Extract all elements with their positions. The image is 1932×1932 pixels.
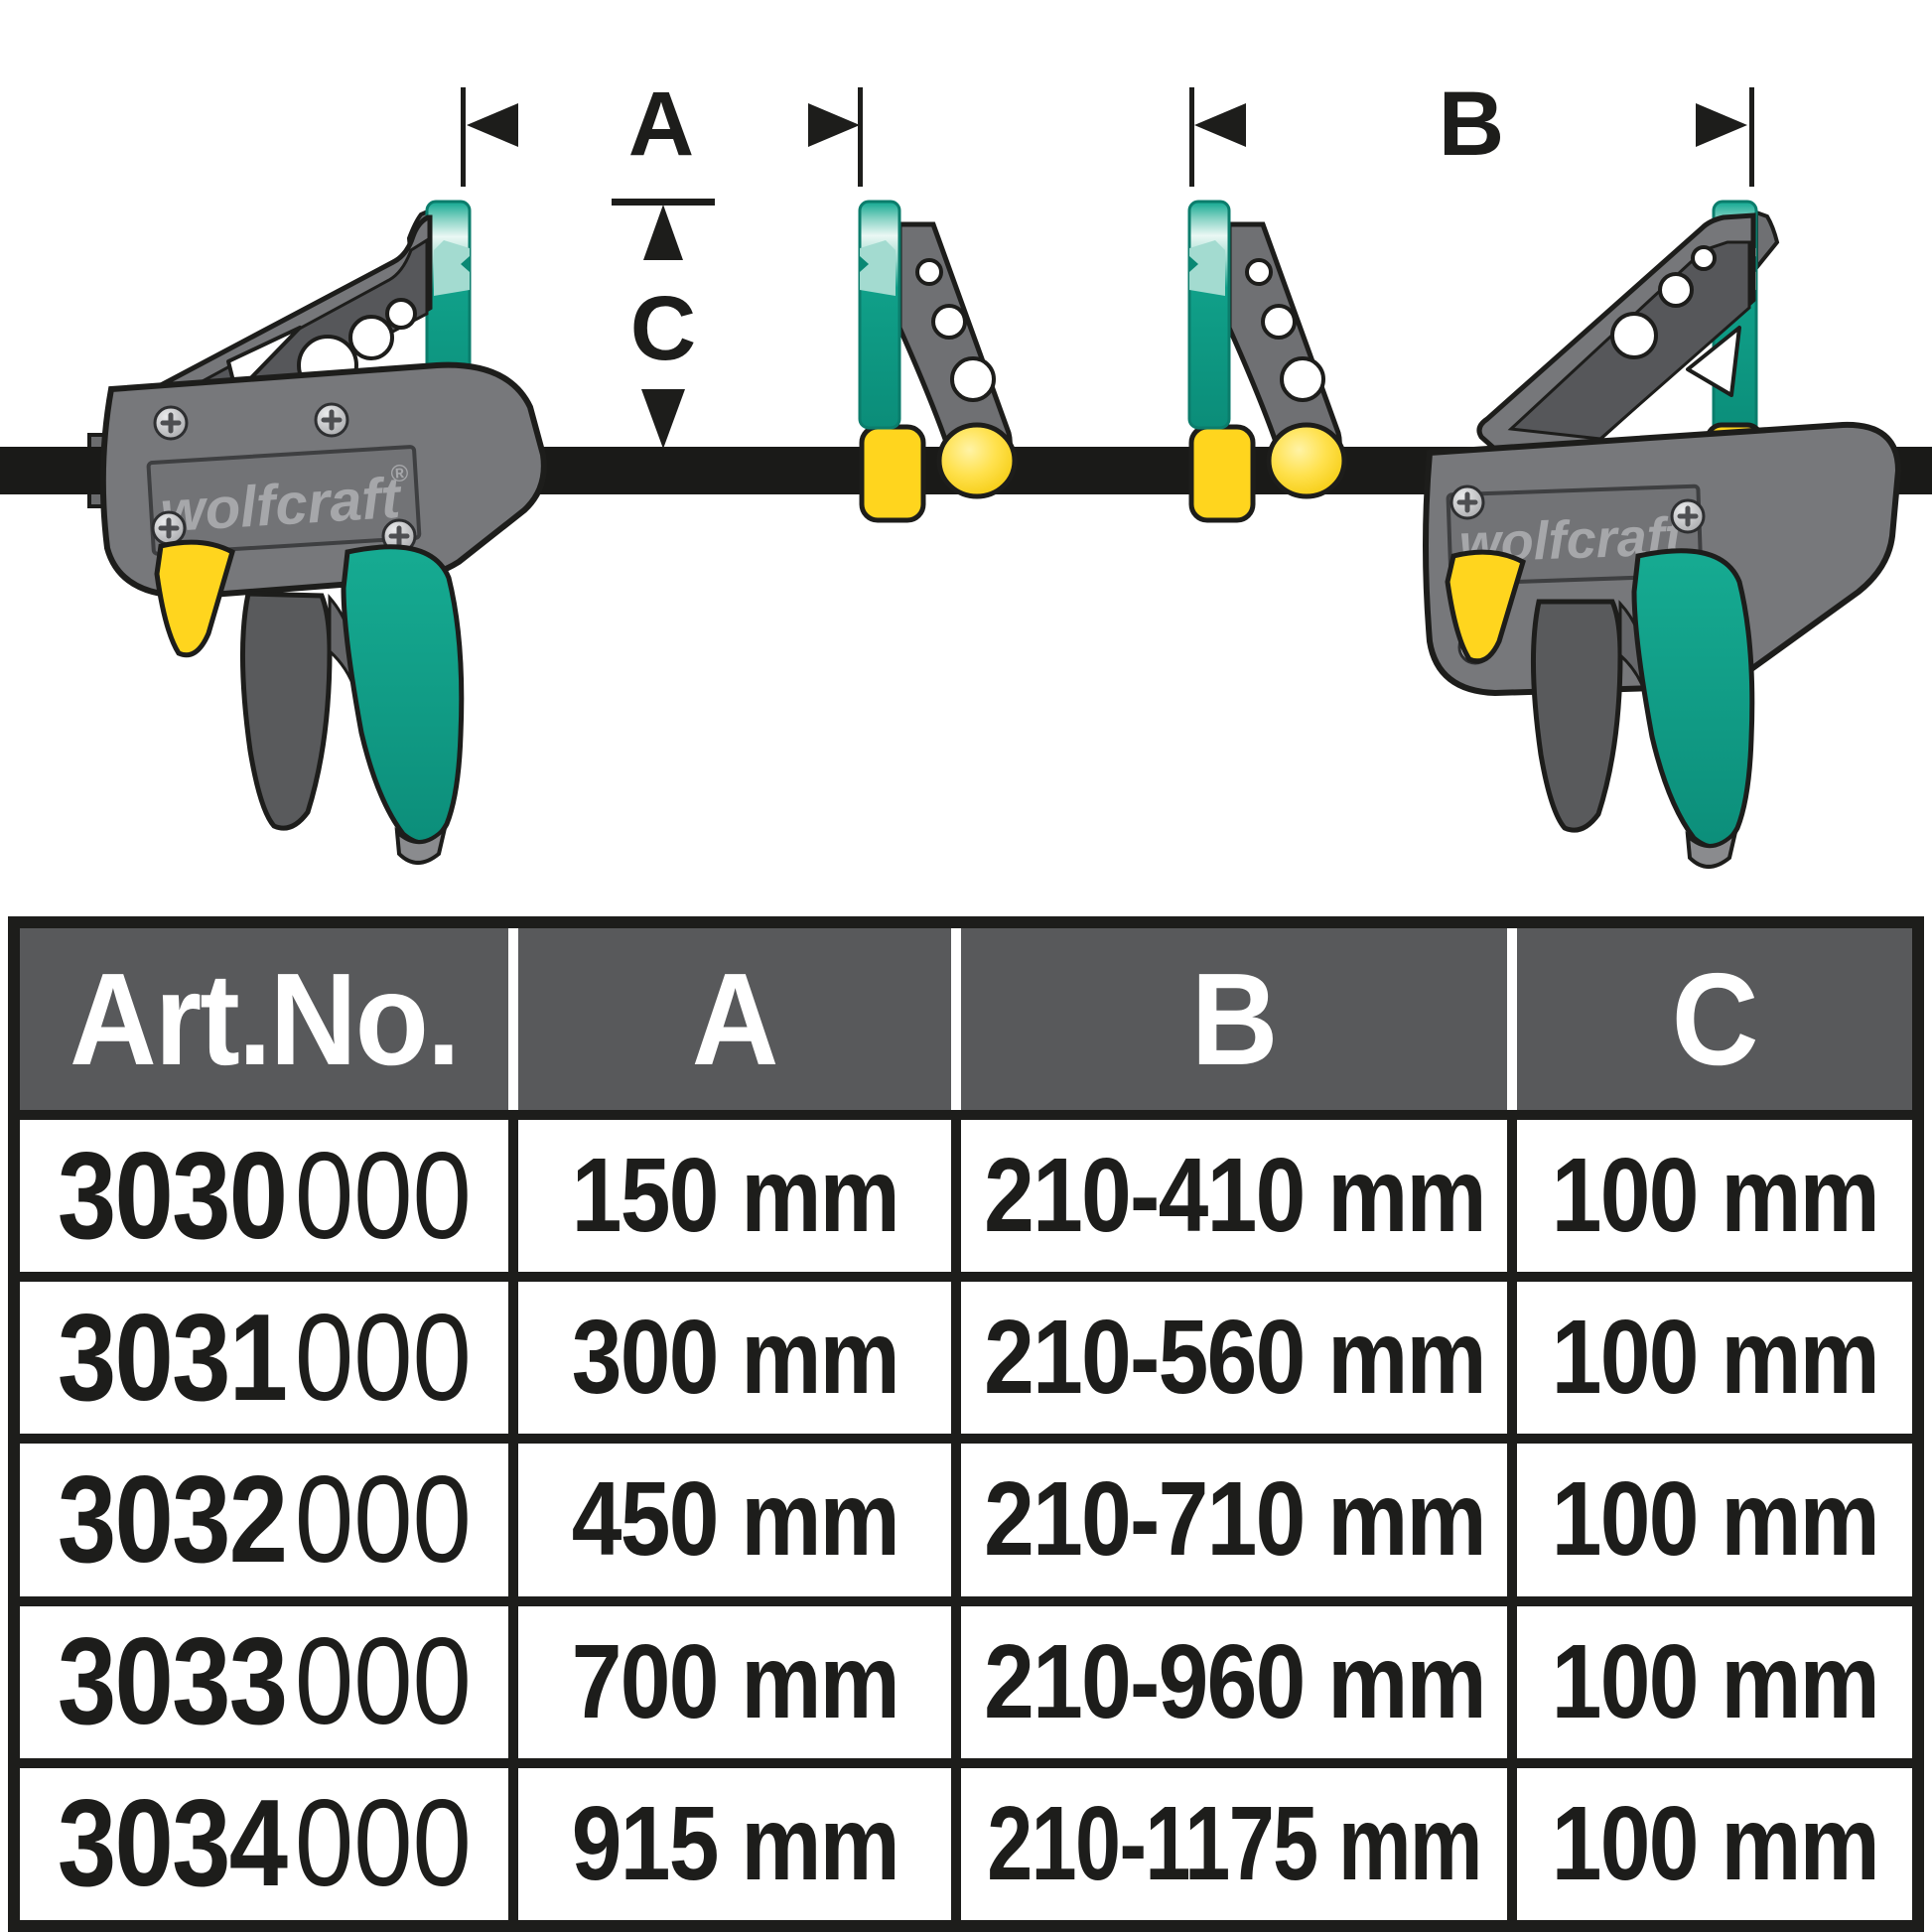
handle-right xyxy=(1631,548,1755,850)
dim-b-right-arrow-icon xyxy=(1696,103,1747,147)
dimension-markers: A B C xyxy=(461,73,1754,449)
product-diagram: wolfcraft ® xyxy=(0,0,1932,918)
table-row-c: 100 mm xyxy=(1507,1434,1912,1596)
release-lever-right xyxy=(1445,549,1526,664)
wolfcraft-logo-left: wolfcraft xyxy=(159,466,405,545)
trigger-right xyxy=(1530,599,1623,833)
dim-a-right-arrow-icon xyxy=(808,103,860,147)
column-header-b: B xyxy=(951,928,1507,1110)
dim-b-right-line xyxy=(1749,87,1754,187)
table-row-b: 210-560 mm xyxy=(951,1272,1507,1435)
table-row-b: 210-1175 mm xyxy=(951,1757,1507,1920)
dim-a-label: A xyxy=(628,73,694,175)
table-row-artno: 3031000 xyxy=(20,1272,508,1435)
table-row-c: 100 mm xyxy=(1507,1757,1912,1920)
dim-a-left-line xyxy=(461,87,466,187)
table-row-b: 210-410 mm xyxy=(951,1110,1507,1273)
dim-a-right-line xyxy=(858,87,863,187)
table-row-c: 100 mm xyxy=(1507,1272,1912,1435)
table-row-c: 100 mm xyxy=(1507,1595,1912,1758)
clamp-left: wolfcraft ® xyxy=(99,200,547,865)
handle-left xyxy=(341,544,465,846)
release-lever-left xyxy=(154,539,235,658)
dim-b-left-arrow-icon xyxy=(1194,103,1246,147)
table-row-a: 150 mm xyxy=(508,1110,951,1273)
dim-b-label: B xyxy=(1439,73,1504,175)
table-row-artno: 3034000 xyxy=(20,1757,508,1920)
clamp-illustration: wolfcraft ® xyxy=(0,73,1932,869)
table-row-a: 915 mm xyxy=(508,1757,951,1920)
dim-a-left-arrow-icon xyxy=(467,103,518,147)
column-header-a: A xyxy=(508,928,951,1110)
column-header-artno: Art.No. xyxy=(20,928,508,1110)
table-row-a: 700 mm xyxy=(508,1595,951,1758)
column-header-c: C xyxy=(1507,928,1912,1110)
clamp-right: wolfcraft ® xyxy=(1423,200,1902,869)
dim-b-left-line xyxy=(1189,87,1194,187)
dim-c-down-arrow-icon xyxy=(641,389,685,449)
dim-c-label: C xyxy=(630,278,696,379)
table-row-c: 100 mm xyxy=(1507,1110,1912,1273)
table-row-a: 300 mm xyxy=(508,1272,951,1435)
table-row-artno: 3030000 xyxy=(20,1110,508,1273)
trigger-left xyxy=(239,591,333,831)
dim-c-up-arrow-icon xyxy=(643,205,683,260)
table-row-b: 210-960 mm xyxy=(951,1595,1507,1758)
table-row-b: 210-710 mm xyxy=(951,1434,1507,1596)
registered-mark-left: ® xyxy=(390,460,410,487)
table-row-a: 450 mm xyxy=(508,1434,951,1596)
dim-c-top-line xyxy=(612,199,715,206)
dimension-table: Art.No. A B C 3030000 150 mm 210-410 mm … xyxy=(8,916,1924,1932)
table-row-artno: 3032000 xyxy=(20,1434,508,1596)
table-row-artno: 3033000 xyxy=(20,1595,508,1758)
